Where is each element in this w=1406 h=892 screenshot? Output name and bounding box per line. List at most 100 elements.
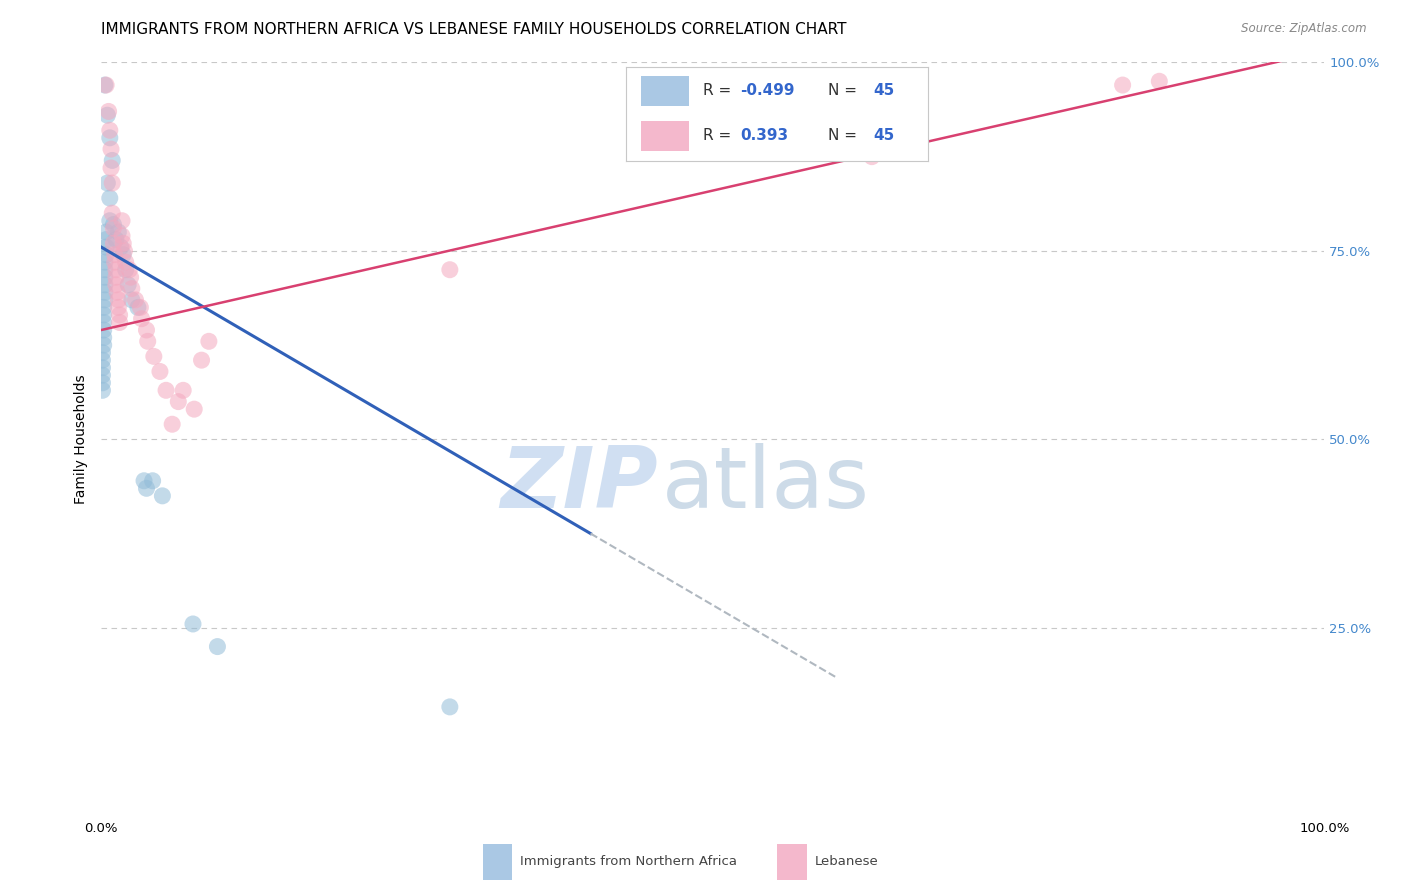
Point <box>93 338 115 352</box>
Point <box>91 345 114 359</box>
Text: N =: N = <box>828 83 862 98</box>
Point <box>93 316 115 330</box>
Point <box>114 244 136 258</box>
Point <box>112 236 135 251</box>
Point <box>101 206 124 220</box>
Point <box>100 161 122 175</box>
Text: Immigrants from Northern Africa: Immigrants from Northern Africa <box>520 855 737 868</box>
Point <box>198 334 221 349</box>
Text: atlas: atlas <box>661 443 869 526</box>
Point <box>97 104 120 119</box>
Point <box>118 262 141 277</box>
Point <box>149 364 172 378</box>
Point <box>94 285 117 300</box>
Point <box>96 176 118 190</box>
Bar <box>778 844 807 880</box>
Point <box>135 481 157 495</box>
Point <box>94 255 117 269</box>
Point <box>136 334 159 349</box>
Point <box>94 270 117 285</box>
Point <box>94 277 117 292</box>
Point <box>127 301 149 315</box>
Point <box>98 191 121 205</box>
Point <box>152 489 174 503</box>
Point <box>103 221 125 235</box>
Point <box>93 323 115 337</box>
Text: Source: ZipAtlas.com: Source: ZipAtlas.com <box>1241 22 1367 36</box>
Point <box>1149 74 1171 88</box>
Point <box>111 213 134 227</box>
Point <box>94 262 117 277</box>
Point <box>98 213 121 227</box>
Point <box>101 176 124 190</box>
Point <box>104 270 127 285</box>
Point <box>101 153 124 168</box>
Text: 45: 45 <box>873 128 894 144</box>
Point <box>439 699 461 714</box>
Point <box>91 384 114 398</box>
Text: IMMIGRANTS FROM NORTHERN AFRICA VS LEBANESE FAMILY HOUSEHOLDS CORRELATION CHART: IMMIGRANTS FROM NORTHERN AFRICA VS LEBAN… <box>101 22 846 37</box>
Text: 0.393: 0.393 <box>741 128 789 144</box>
Point <box>93 308 115 322</box>
Point <box>104 255 127 269</box>
Point <box>103 218 125 232</box>
Text: -0.499: -0.499 <box>741 83 794 98</box>
Point <box>181 617 204 632</box>
Point <box>104 233 127 247</box>
Point <box>114 262 136 277</box>
Point <box>94 233 117 247</box>
Point <box>94 78 117 92</box>
Point <box>142 474 165 488</box>
Point <box>155 384 177 398</box>
Text: Lebanese: Lebanese <box>815 855 879 868</box>
Point <box>439 262 461 277</box>
Bar <box>482 844 512 880</box>
Point <box>91 360 114 375</box>
Point <box>105 285 128 300</box>
Point <box>860 150 883 164</box>
Point <box>129 301 152 315</box>
Point <box>131 311 153 326</box>
Point <box>94 78 117 92</box>
Point <box>94 247 117 261</box>
Point <box>121 293 143 307</box>
Point <box>114 255 136 269</box>
Point <box>135 323 157 337</box>
Text: N =: N = <box>828 128 862 144</box>
Point <box>110 240 132 254</box>
Point <box>91 368 114 383</box>
Point <box>100 142 122 156</box>
Text: R =: R = <box>703 128 741 144</box>
Y-axis label: Family Households: Family Households <box>75 375 89 504</box>
Point <box>107 225 129 239</box>
Point <box>98 131 121 145</box>
Point <box>107 301 129 315</box>
Point <box>94 240 117 254</box>
Point <box>103 236 125 251</box>
Point <box>121 282 143 296</box>
Point <box>112 247 135 261</box>
Point <box>111 228 134 243</box>
Point <box>142 350 165 364</box>
Text: ZIP: ZIP <box>501 443 658 526</box>
Point <box>167 394 190 409</box>
Point <box>108 316 131 330</box>
Point <box>94 225 117 239</box>
Point <box>93 330 115 344</box>
Text: 45: 45 <box>873 83 894 98</box>
Point <box>91 376 114 390</box>
Point <box>104 262 127 277</box>
Point <box>94 293 117 307</box>
Point <box>183 402 205 417</box>
Point <box>1111 78 1133 92</box>
Point <box>172 384 194 398</box>
Point <box>207 640 229 654</box>
Point <box>96 108 118 122</box>
Point <box>160 417 183 432</box>
Bar <box>641 77 689 106</box>
Text: R =: R = <box>703 83 735 98</box>
Point <box>104 247 127 261</box>
Point <box>104 277 127 292</box>
Point <box>108 308 131 322</box>
Bar <box>641 121 689 152</box>
